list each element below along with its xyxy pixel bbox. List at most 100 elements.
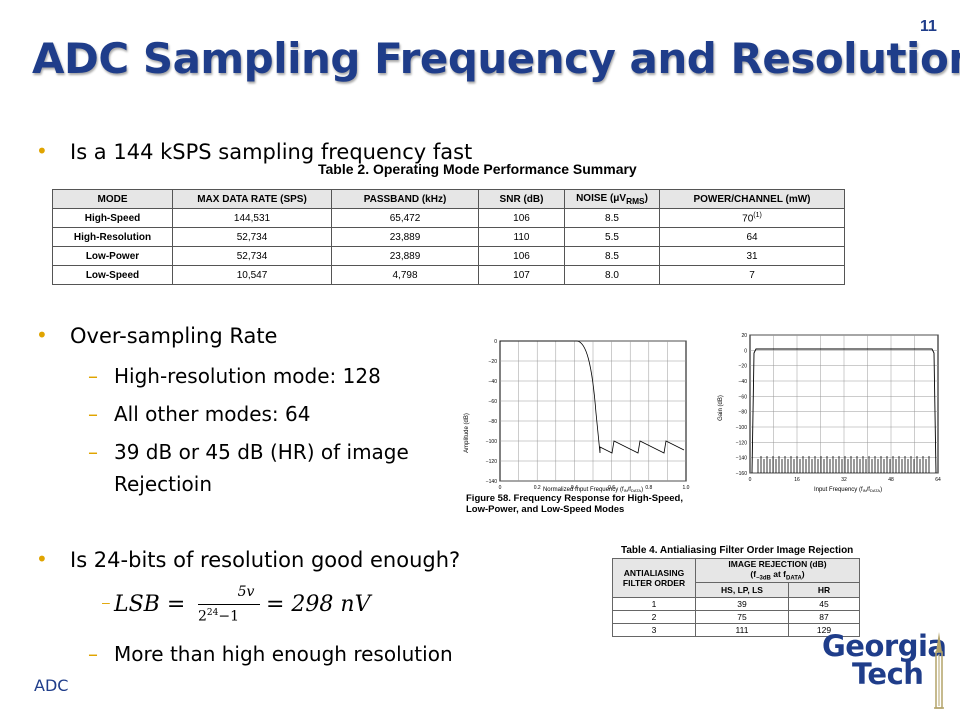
dash-icon: –: [88, 402, 98, 426]
table-cell: Low-Power: [52, 246, 173, 266]
table-cell: Low-Speed: [52, 265, 173, 285]
table-row: 3 111 129: [612, 622, 860, 637]
sub-bullet: –39 dB or 45 dB (HR) of image: [88, 440, 409, 464]
table-cell: 144,531: [172, 208, 332, 228]
table-cell: 106: [478, 208, 565, 228]
table-cell: 39: [695, 596, 789, 611]
table-cell: 129: [788, 622, 860, 637]
right-response-curve: [751, 348, 937, 474]
table-cell: 106: [478, 246, 565, 266]
left-response-curve: [500, 340, 685, 454]
table-header: ANTIALIASING FILTER ORDER: [612, 558, 696, 598]
table-header-noise: NOISE (μVRMS): [564, 189, 660, 209]
table2-caption: Table 2. Operating Mode Performance Summ…: [318, 161, 637, 177]
operating-mode-table: MODE MAX DATA RATE (SPS) PASSBAND (kHz) …: [52, 189, 845, 285]
y-tick-label: −80: [739, 410, 748, 416]
x-tick-label: 0: [749, 477, 752, 483]
table-header: IMAGE REJECTION (dB) (f−3dB at fDATA): [695, 558, 860, 583]
logo-line1: Georgia: [822, 629, 947, 663]
dash-icon: –: [102, 594, 110, 610]
bullet-dot-icon: •: [36, 547, 48, 571]
table-cell: 45: [788, 596, 860, 611]
y-tick-label: −140: [736, 456, 747, 462]
table-cell: 1: [612, 596, 696, 611]
x-tick-label: 32: [841, 477, 847, 483]
y-tick-label: 0: [744, 348, 747, 354]
table-cell: 5.5: [564, 227, 660, 247]
y-tick-label: −100: [486, 439, 497, 445]
table-cell: 52,734: [172, 246, 332, 266]
y-tick-label: −40: [489, 379, 498, 385]
sub-bullet: – High-resolution mode: 128: [88, 364, 381, 388]
formula-lhs: LSB =: [114, 592, 186, 617]
figure58-left-panel: 0 −20 −40 −60 −80 −100 −120 −140 0 0.2 0.4 0.6 0.8 1.…: [458, 323, 704, 523]
table-row: 1 39 45: [612, 596, 860, 611]
table-cell: 2: [612, 609, 696, 624]
y-tick-label: 0: [494, 339, 497, 345]
slide-title: ADC Sampling Frequency and Resolution: [32, 34, 960, 83]
bullet-dot-icon: •: [36, 139, 48, 163]
table4-caption: Table 4. Antialiasing Filter Order Image…: [621, 545, 854, 556]
footer-label: ADC: [34, 676, 69, 695]
figure58-right-panel: 20 0 −20 −40 −60 −80 −100 −120 −140 −160 0 16 32 48 64…: [708, 323, 952, 523]
x-tick-label: 0.6: [608, 485, 615, 491]
table-cell: 10,547: [172, 265, 332, 285]
dash-icon: –: [88, 642, 98, 666]
table-header: MAX DATA RATE (SPS): [172, 189, 332, 209]
right-plot-xlabel: Input Frequency (fIN/fDATA): [814, 487, 882, 493]
bullet-sampling-frequency: • Is a 144 kSPS sampling frequency fast: [36, 139, 472, 164]
logo-line2: Tech: [852, 657, 924, 691]
right-plot-ylabel: Gain (dB): [718, 395, 724, 421]
table-cell: 3: [612, 622, 696, 637]
x-tick-label: 64: [935, 477, 941, 483]
table-header: PASSBAND (kHz): [331, 189, 479, 209]
table-cell: 8.0: [564, 265, 660, 285]
bullet-oversampling-rate: • Over-sampling Rate: [36, 323, 278, 348]
table-header: MODE: [52, 189, 173, 209]
table-row: High-Resolution 52,734 23,889 110 5.5 64: [52, 227, 845, 247]
table-cell: 23,889: [331, 246, 479, 266]
y-tick-label: −60: [489, 399, 498, 405]
georgia-tech-logo: Georgia Tech: [822, 629, 947, 691]
table-cell: 31: [659, 246, 845, 266]
y-tick-label: −120: [736, 440, 747, 446]
table-cell: 65,472: [331, 208, 479, 228]
bullet-dot-icon: •: [36, 323, 48, 347]
table-header: HR: [788, 581, 860, 598]
table-cell: 111: [695, 622, 789, 637]
x-tick-label: 48: [888, 477, 894, 483]
table-cell: 75: [695, 609, 789, 624]
footnote-mark: (1): [753, 211, 762, 219]
y-tick-label: −80: [489, 419, 498, 425]
y-tick-label: −20: [739, 364, 748, 370]
y-tick-label: 20: [741, 333, 747, 339]
y-tick-label: −100: [736, 425, 747, 431]
table-header: SNR (dB): [478, 189, 565, 209]
table-cell: 64: [659, 227, 845, 247]
y-tick-label: −60: [739, 394, 748, 400]
left-plot-xlabel: Normalized Input Frequency (fIN/fDATA): [543, 487, 643, 493]
table-header-row: HS, LP, LS HR: [613, 581, 860, 598]
y-tick-label: −120: [486, 459, 497, 465]
bullet-text: Is 24-bits of resolution good enough?: [70, 548, 461, 572]
formula-numerator: 5v: [237, 584, 255, 600]
x-tick-label: 0: [499, 485, 502, 491]
table-cell: 8.5: [564, 246, 660, 266]
table-cell: 8.5: [564, 208, 660, 228]
left-plot-ylabel: Amplitude (dB): [464, 413, 470, 453]
table-cell: 7: [659, 265, 845, 285]
figure58-caption: Figure 58. Frequency Response for High-S…: [466, 493, 683, 515]
dash-icon: –: [88, 364, 98, 388]
bullet-text: Over-sampling Rate: [70, 324, 278, 348]
x-tick-label: 16: [794, 477, 800, 483]
formula-denominator: 224−1: [198, 608, 240, 625]
table-row: High-Speed 144,531 65,472 106 8.5 70(1): [52, 208, 845, 228]
table-cell: 70(1): [659, 208, 845, 228]
x-tick-label: 0.4: [571, 485, 578, 491]
bullet-resolution: • Is 24-bits of resolution good enough?: [36, 547, 461, 572]
formula-rhs: = 298 nV: [266, 592, 371, 617]
table-row: Low-Speed 10,547 4,798 107 8.0 7: [52, 265, 845, 285]
table-cell: 52,734: [172, 227, 332, 247]
